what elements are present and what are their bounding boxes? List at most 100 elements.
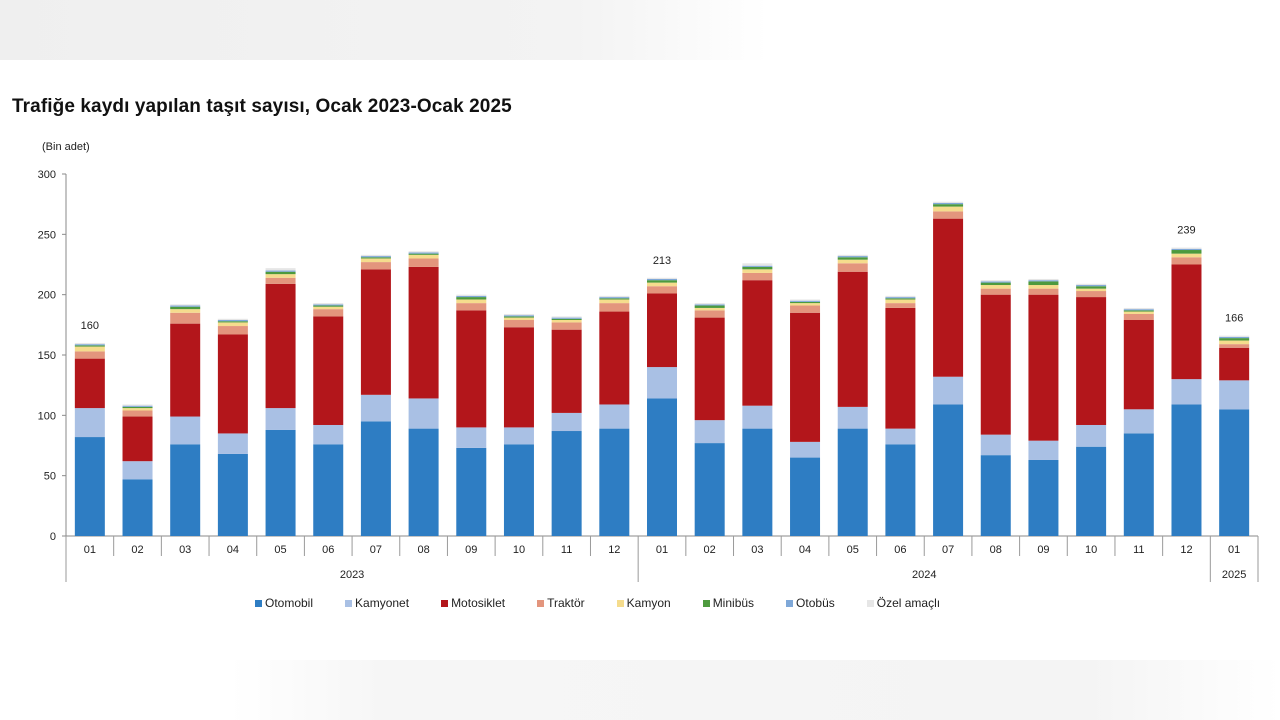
x-tick-label: 02 (131, 544, 143, 556)
legend-label: Otomobil (265, 596, 314, 610)
bar-segment-otomobil (647, 398, 677, 536)
bar-segment-kamyon (74, 346, 105, 352)
bar-segment-otob-s (1076, 285, 1107, 287)
bar-segment-otob-s (360, 256, 391, 258)
bar-segment-otob-s (1219, 336, 1250, 339)
bar-segment-otob-s (647, 278, 677, 281)
bar-segment-otob-s (694, 304, 725, 306)
bar-segment-motosiklet (1076, 297, 1107, 425)
legend-swatch (786, 599, 794, 607)
x-tick-label: 03 (751, 544, 763, 556)
legend-item: Motosiklet (441, 596, 505, 610)
bar-segment-trakt-r (551, 322, 582, 330)
bar-segment-motosiklet (742, 280, 773, 406)
chart-legend: Otomobil Kamyonet Motosiklet Traktör Kamyon M… (255, 596, 972, 610)
legend-item: Traktör (537, 596, 585, 610)
bar-segment-otob-s (313, 304, 344, 306)
y-tick-label: 0 (50, 531, 56, 543)
x-tick-label: 10 (513, 544, 525, 556)
legend-swatch (345, 599, 353, 607)
bar-segment-motosiklet (456, 310, 487, 428)
bar-segment-trakt-r (837, 263, 868, 272)
bar-total-label: 213 (653, 255, 671, 267)
bar-segment-otob-s (456, 295, 487, 298)
bar-segment--zel-ama-l- (1076, 283, 1107, 286)
legend-swatch (255, 599, 262, 607)
bar-segment--zel-ama-l- (74, 342, 105, 345)
bar-segment-kamyon (265, 274, 296, 278)
y-tick-label: 150 (38, 350, 56, 362)
bar-segment-motosiklet (551, 329, 582, 413)
bar-segment-kamyon (313, 306, 344, 310)
bar-segment-trakt-r (265, 277, 296, 284)
bar-segment-kamyonet (1123, 409, 1154, 434)
bar-segment-otob-s (599, 297, 630, 299)
x-tick-label: 01 (84, 544, 96, 556)
bar-segment--zel-ama-l- (1123, 307, 1154, 310)
bar-segment-kamyon (933, 206, 964, 212)
x-tick-label: 05 (274, 544, 286, 556)
legend-label: Kamyon (626, 596, 671, 610)
bar-segment-otob-s (885, 297, 916, 299)
bar-segment-otob-s (933, 202, 964, 205)
bottom-background-band (0, 660, 1280, 720)
y-axis-unit-label: (Bin adet) (42, 141, 90, 153)
bar-segment-otomobil (1076, 446, 1107, 536)
bar-segment-otob-s (217, 320, 248, 322)
year-group-label: 2024 (912, 569, 936, 581)
bar-segment-kamyonet (1219, 380, 1250, 410)
bar-segment-motosiklet (170, 323, 201, 417)
bar-segment-motosiklet (790, 312, 821, 442)
bar-segment--zel-ama-l- (170, 304, 201, 306)
bar-segment-kamyonet (647, 367, 677, 399)
bar-segment-otomobil (790, 457, 821, 536)
bar-segment-kamyonet (599, 404, 630, 429)
bar-segment--zel-ama-l- (1219, 335, 1250, 337)
legend-label: Kamyonet (355, 596, 410, 610)
bar-segment-minib-s (599, 298, 630, 300)
bar-segment--zel-ama-l- (647, 277, 677, 279)
bar-segment-minib-s (1076, 286, 1107, 289)
bar-segment-kamyon (1076, 288, 1107, 292)
bar-segment-motosiklet (122, 416, 153, 462)
bar-segment-motosiklet (837, 271, 868, 407)
bar-segment-otomobil (980, 455, 1011, 536)
legend-label: Otobüs (796, 596, 835, 610)
bar-segment-otob-s (790, 300, 821, 302)
bar-segment-kamyon (599, 299, 630, 304)
bar-segment-kamyon (980, 285, 1011, 289)
bar-segment-motosiklet (1123, 320, 1154, 410)
bar-segment-kamyon (647, 282, 677, 287)
bar-segment-kamyonet (694, 420, 725, 444)
bar-segment--zel-ama-l- (551, 316, 582, 318)
bar-segment--zel-ama-l- (360, 254, 391, 257)
bar-segment-otomobil (360, 421, 391, 536)
bar-segment-kamyonet (1171, 379, 1202, 405)
bar-total-label: 239 (1177, 225, 1195, 237)
bar-segment-kamyon (408, 254, 439, 259)
x-tick-label: 11 (561, 544, 572, 556)
x-tick-label: 07 (370, 544, 382, 556)
bar-segment-kamyon (1219, 340, 1250, 345)
bar-segment-otomobil (837, 428, 868, 536)
bar-segment-otob-s (837, 256, 868, 258)
bar-segment-minib-s (885, 298, 916, 300)
bar-segment-minib-s (456, 297, 487, 300)
bar-segment-otob-s (1171, 248, 1202, 251)
bar-segment-minib-s (1028, 281, 1059, 286)
bar-segment-kamyon (503, 317, 534, 321)
bar-segment-trakt-r (360, 262, 391, 270)
bar-total-label: 166 (1225, 313, 1243, 325)
bar-segment-kamyonet (456, 427, 487, 448)
bar-segment-minib-s (170, 306, 201, 310)
bar-segment-motosiklet (885, 307, 916, 429)
bar-segment-otob-s (1028, 280, 1059, 282)
x-tick-label: 09 (465, 544, 477, 556)
bar-segment-kamyon (122, 408, 153, 411)
bar-segment-trakt-r (599, 303, 630, 312)
bar-segment-minib-s (933, 204, 964, 207)
legend-swatch (616, 599, 624, 607)
legend-item: Özel amaçlı (866, 596, 940, 610)
bar-segment--zel-ama-l- (503, 313, 534, 316)
y-tick-label: 100 (38, 410, 56, 422)
